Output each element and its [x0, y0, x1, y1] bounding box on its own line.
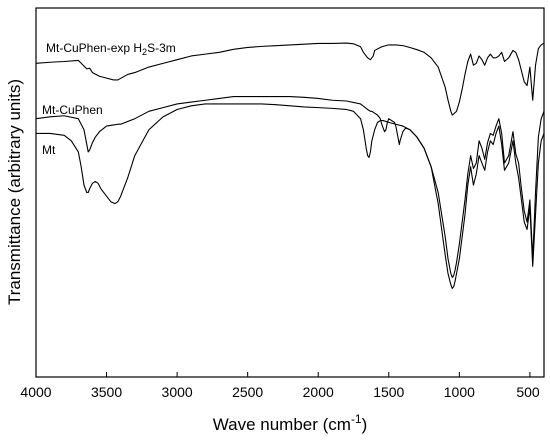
plot-frame [35, 7, 545, 378]
series-label-main: Mt [42, 143, 56, 157]
x-tick-label: 2000 [303, 384, 334, 400]
x-tick-label: 1000 [444, 384, 475, 400]
x-axis-title-end: ) [362, 415, 368, 434]
x-tick-label: 4000 [20, 384, 51, 400]
series-line-2 [36, 103, 545, 289]
series-group [35, 42, 545, 289]
x-tick-label: 2500 [232, 384, 263, 400]
series-line-1 [35, 96, 545, 278]
x-tick-label: 500 [516, 384, 540, 400]
x-ticks-group: 4000 3500 3000 2500 2000 1500 1000 500 [20, 372, 540, 400]
series-label-sub: 2 [142, 47, 147, 57]
series-label-end: S-3m [147, 41, 176, 55]
series-label-2: Mt [42, 143, 56, 157]
series-label-main: Mt-CuPhen-exp H [46, 41, 142, 55]
y-axis-title: Transmittance (arbitrary units) [5, 79, 24, 305]
series-label-0: Mt-CuPhen-exp H2S-3m [46, 41, 176, 57]
x-tick-label: 1500 [373, 384, 404, 400]
series-label-main: Mt-CuPhen [42, 103, 103, 117]
x-tick-label: 3000 [162, 384, 193, 400]
series-label-1: Mt-CuPhen [42, 103, 103, 117]
x-axis-title-sup: -1 [351, 412, 362, 426]
series-labels-group: Mt-CuPhen-exp H2S-3m Mt-CuPhen Mt [42, 41, 176, 157]
x-axis-title: Wave number (cm-1) [213, 412, 368, 434]
x-tick-label: 3500 [91, 384, 122, 400]
series-line-0 [35, 42, 545, 116]
x-axis-title-main: Wave number (cm [213, 415, 351, 434]
